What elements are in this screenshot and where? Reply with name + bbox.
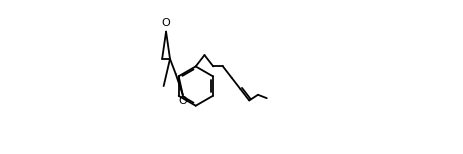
Text: O: O (161, 18, 170, 28)
Text: O: O (178, 96, 187, 106)
